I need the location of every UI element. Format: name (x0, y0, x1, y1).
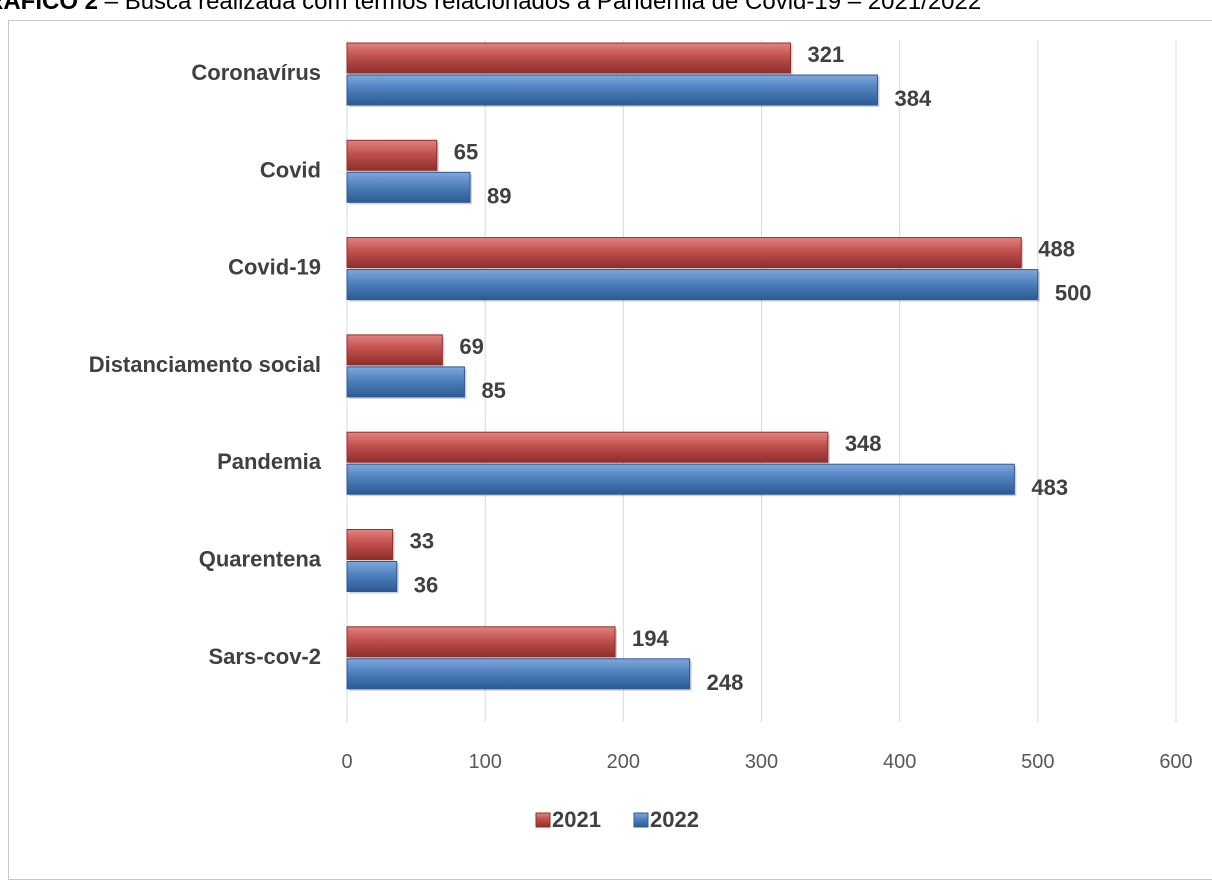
figure-caption: RÁFICO 2 – Busca realizada com termos re… (0, 0, 1212, 17)
data-label-covid-2022: 89 (487, 183, 511, 208)
category-label-quarentena: Quarentena (199, 547, 322, 572)
bar-coronav-rus-2021 (346, 42, 792, 74)
category-label-coronav-rus: Coronavírus (191, 60, 321, 85)
bar-distanciamento-social-2022 (346, 366, 465, 398)
x-tick-label-300: 300 (745, 751, 778, 773)
data-label-covid-2021: 65 (454, 139, 478, 164)
data-label-pandemia-2021: 348 (845, 431, 882, 456)
data-label-coronav-rus-2021: 321 (808, 42, 845, 67)
data-label-distanciamento-social-2022: 85 (481, 378, 505, 403)
bar-covid-19-2022 (346, 269, 1039, 301)
x-tick-label-600: 600 (1159, 751, 1192, 773)
bar-distanciamento-social-2021 (346, 334, 443, 366)
x-tick-label-100: 100 (468, 751, 501, 773)
category-label-covid: Covid (260, 157, 321, 182)
caption-text: – Busca realizada com termos relacionado… (98, 0, 982, 15)
data-label-distanciamento-social-2021: 69 (459, 334, 483, 359)
data-label-covid-19-2021: 488 (1038, 237, 1075, 262)
data-label-covid-19-2022: 500 (1055, 281, 1092, 306)
bar-quarentena-2021 (346, 529, 394, 560)
data-label-sars-cov-2-2021: 194 (632, 626, 669, 651)
x-tick-label-200: 200 (607, 751, 640, 773)
bar-sars-cov-2-2022 (346, 658, 691, 690)
bar-sars-cov-2-2021 (346, 626, 616, 658)
data-label-pandemia-2022: 483 (1031, 475, 1068, 500)
data-label-coronav-rus-2022: 384 (895, 86, 932, 111)
bar-quarentena-2022 (346, 561, 398, 592)
bar-pandemia-2022 (346, 463, 1015, 495)
x-tick-label-0: 0 (341, 751, 352, 773)
bar-covid-19-2021 (346, 237, 1022, 269)
caption-label: RÁFICO 2 (0, 0, 99, 15)
legend-swatch-2021 (535, 812, 551, 828)
bar-pandemia-2021 (346, 431, 829, 463)
legend-label-2022: 2022 (650, 807, 699, 832)
bar-coronav-rus-2022 (346, 74, 879, 106)
legend-label-2021: 2021 (552, 807, 601, 832)
bar-chart: 0 100 200 300 400 500 600 Coronavírus 321 384 Covi… (89, 40, 1193, 832)
category-label-distanciamento-social: Distanciamento social (89, 352, 321, 377)
category-label-sars-cov-2: Sars-cov-2 (208, 644, 321, 669)
data-label-sars-cov-2-2022: 248 (707, 670, 744, 695)
data-label-quarentena-2021: 33 (410, 529, 434, 554)
category-label-covid-19: Covid-19 (228, 255, 321, 280)
x-tick-label-400: 400 (883, 751, 916, 773)
bar-covid-2022 (346, 171, 471, 203)
data-label-quarentena-2022: 36 (414, 573, 438, 598)
legend-swatch-2022 (633, 812, 649, 828)
category-label-pandemia: Pandemia (217, 449, 322, 474)
x-tick-label-500: 500 (1021, 751, 1054, 773)
bar-covid-2021 (346, 139, 438, 171)
